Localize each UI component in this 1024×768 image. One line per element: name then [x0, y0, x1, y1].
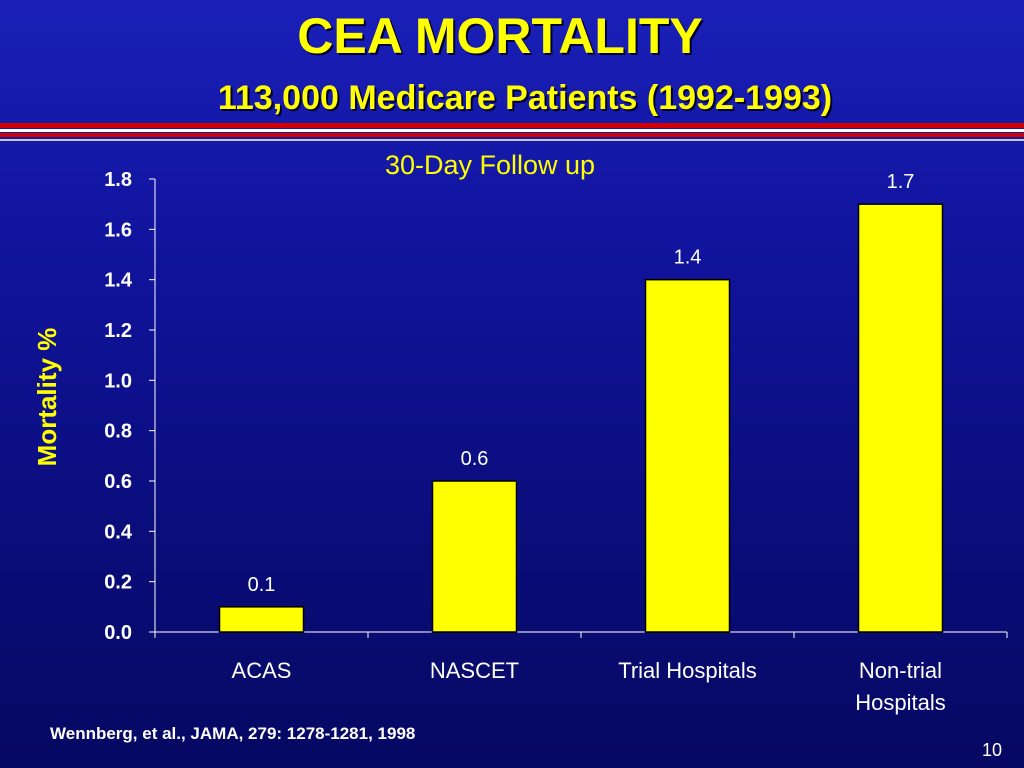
category-label: ACAS	[232, 658, 292, 683]
category-label: Hospitals	[855, 690, 945, 715]
bar	[218, 606, 305, 633]
y-tick-label: 0.8	[104, 421, 132, 443]
data-label: 0.1	[248, 574, 276, 596]
citation: Wennberg, et al., JAMA, 279: 1278-1281, …	[50, 724, 416, 743]
page-number: 10	[981, 740, 1002, 760]
category-label: Non-trial	[859, 658, 942, 683]
y-tick-label: 0.6	[104, 471, 132, 493]
y-axis-title: Mortality %	[32, 328, 62, 467]
data-label: 1.7	[887, 171, 915, 193]
divider-red-top	[0, 123, 1024, 128]
y-tick-label: 0.4	[104, 521, 133, 543]
bar	[431, 480, 518, 633]
y-tick-label: 1.2	[104, 320, 132, 342]
data-label: 0.6	[461, 448, 489, 470]
category-label: Trial Hospitals	[618, 658, 757, 683]
y-tick-label: 1.8	[104, 169, 132, 191]
y-tick-label: 1.6	[104, 219, 132, 241]
data-label: 1.4	[674, 247, 702, 269]
divider-white	[0, 129, 1024, 132]
chart-title: 30-Day Follow up	[385, 150, 595, 180]
y-tick-label: 0.2	[104, 572, 132, 594]
bar	[857, 203, 944, 633]
plot-area: 0.0 0.2 0.4 0.6 0.8 1.0 1.2 1.4 1.6 1.8 0.1 ACAS 0.6…	[104, 169, 1008, 715]
y-tick-label: 0.0	[104, 622, 132, 644]
y-tick-label: 1.0	[104, 370, 132, 392]
slide-title: CEA MORTALITY	[297, 8, 703, 64]
y-tick-label: 1.4	[104, 270, 133, 292]
slide-subtitle: 113,000 Medicare Patients (1992-1993)	[217, 79, 833, 117]
divider-thin	[0, 139, 1024, 141]
bar	[644, 278, 731, 633]
divider-red-bottom	[0, 133, 1024, 137]
category-label: NASCET	[430, 658, 519, 683]
